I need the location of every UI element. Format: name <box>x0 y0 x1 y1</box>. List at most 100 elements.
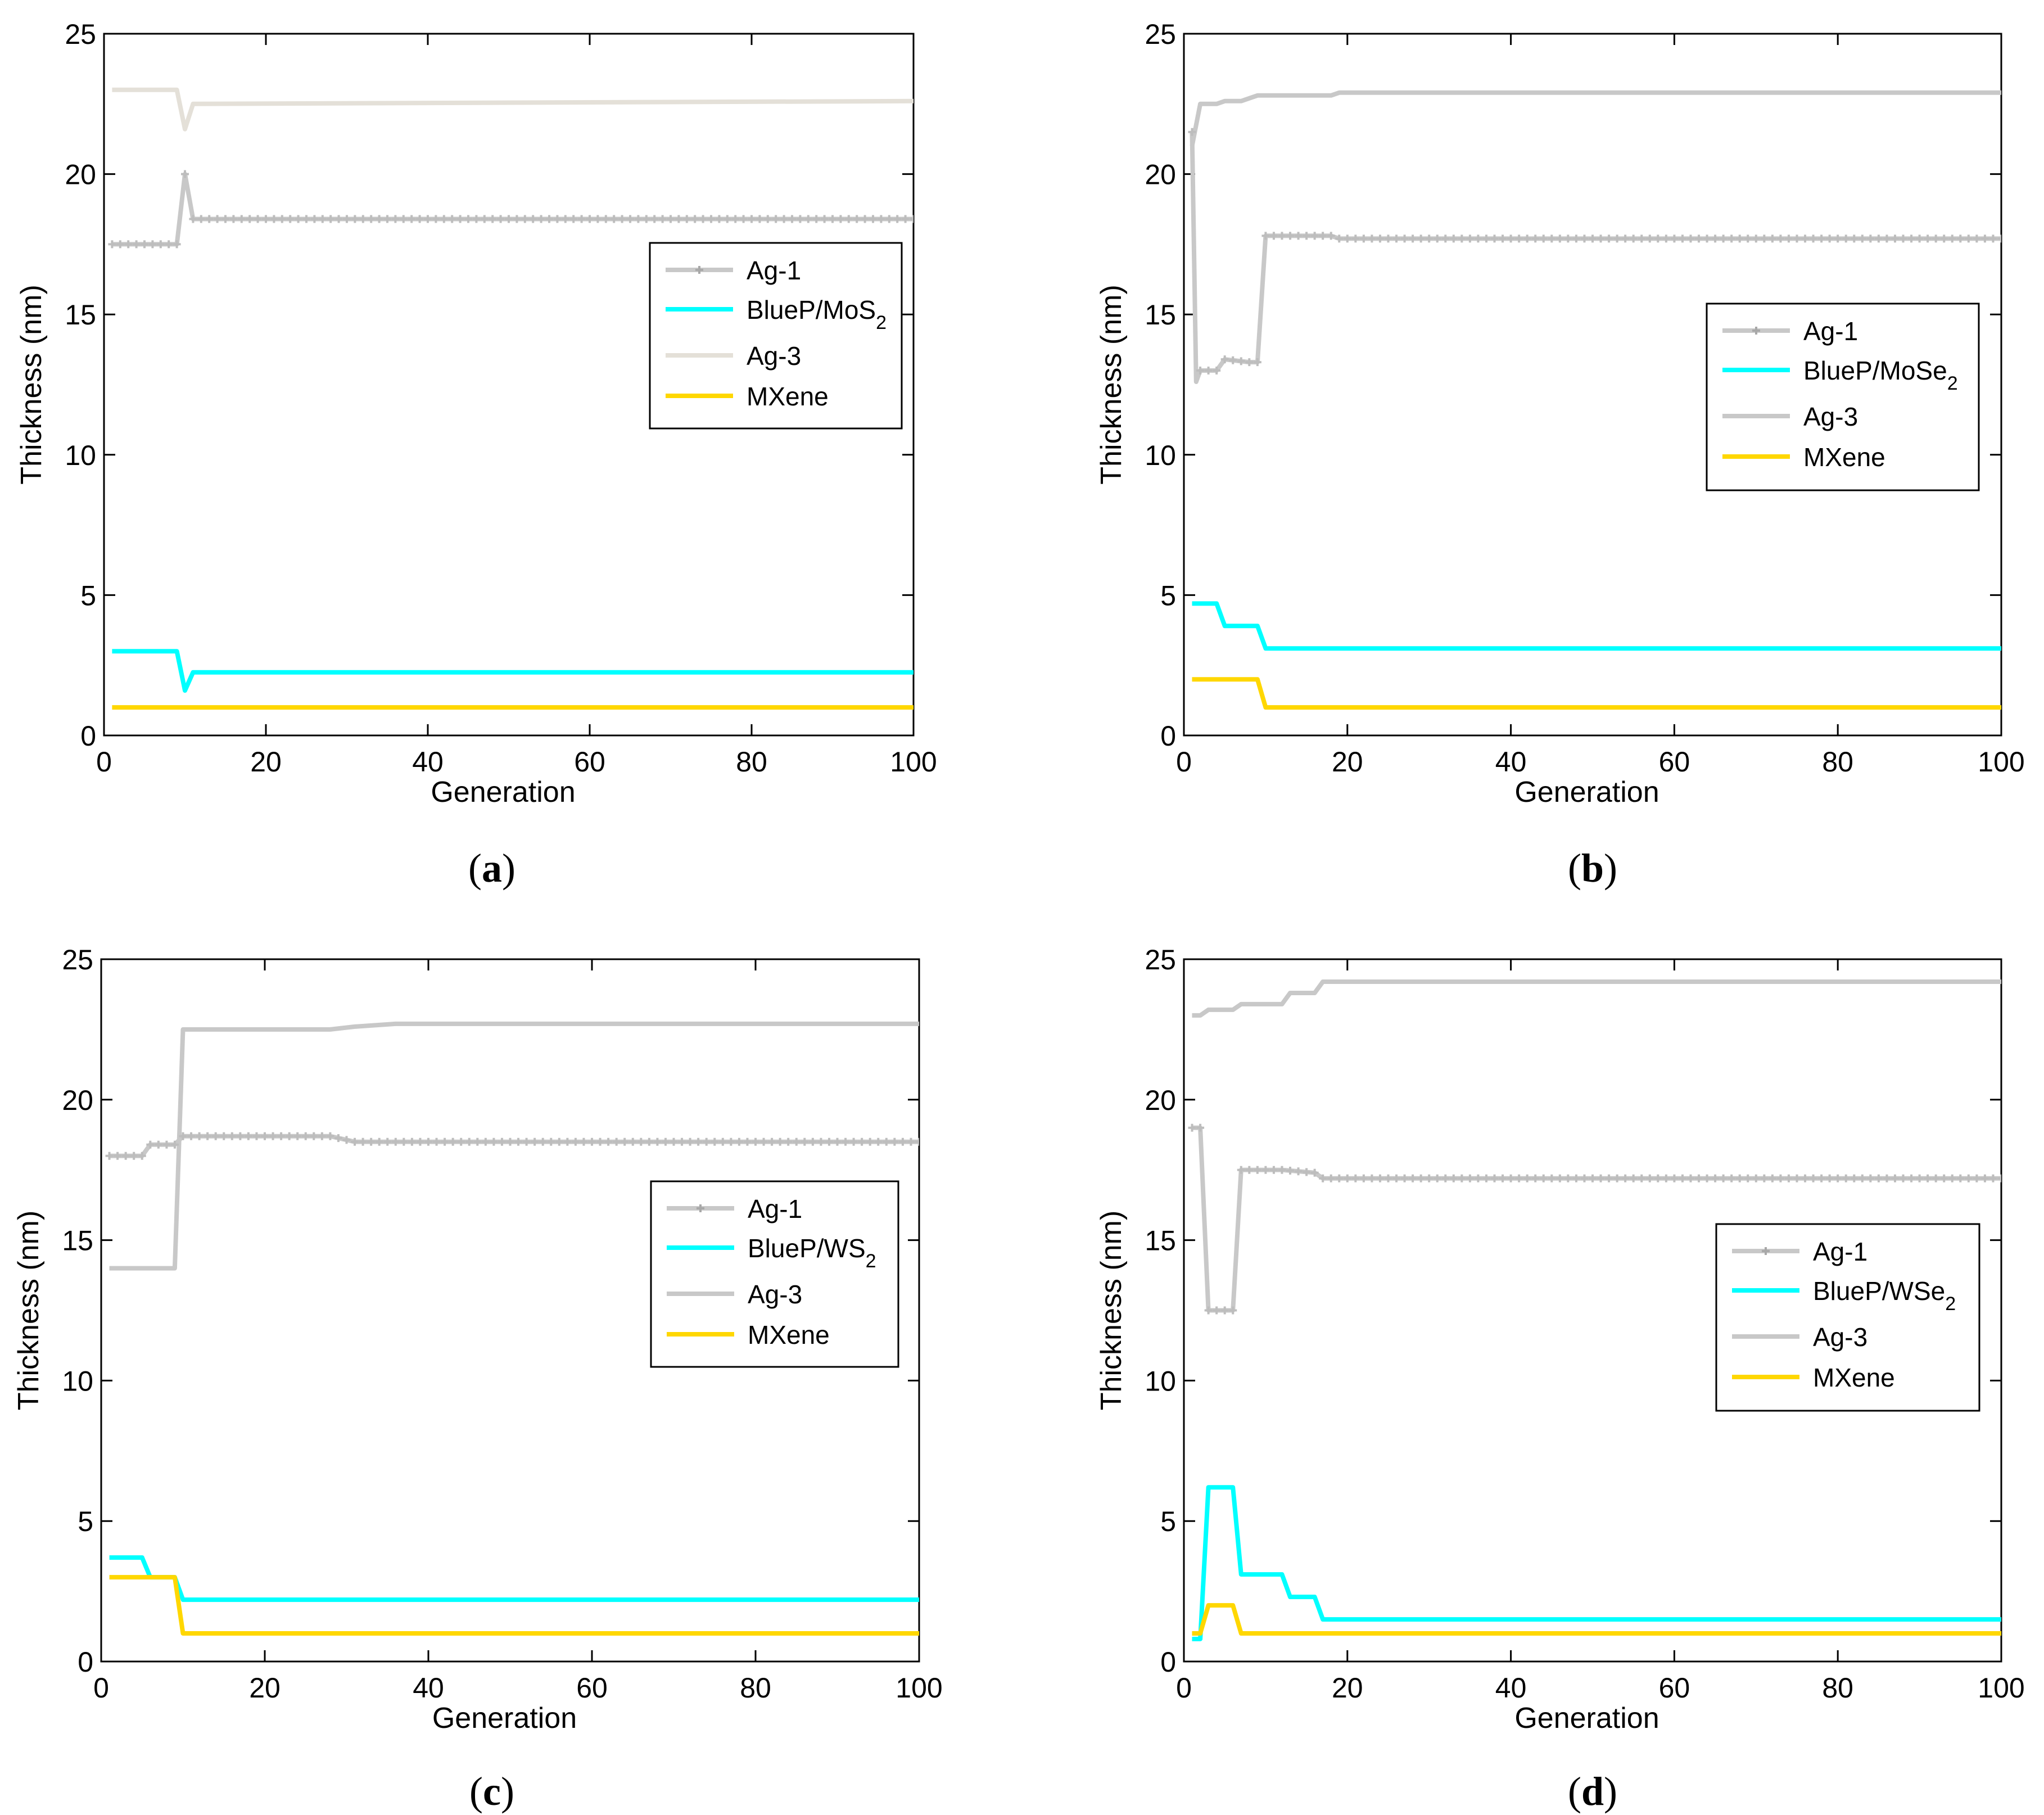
ag1-marker <box>1850 1174 1858 1182</box>
ag1-marker <box>1359 234 1368 243</box>
panel-d: 0 20 40 60 80 100 0 5 10 15 20 25 Generation Thicknes… <box>1095 944 2025 1814</box>
series-line-ag-3 <box>109 1021 919 1271</box>
ag1-marker <box>480 215 489 223</box>
ag1-marker <box>310 215 319 223</box>
ag1-marker <box>441 1137 449 1146</box>
ag1-marker <box>555 1137 563 1146</box>
ag1-marker <box>1245 1166 1254 1174</box>
ag1-marker <box>1605 1174 1613 1182</box>
ag1-marker <box>449 1137 457 1146</box>
ag1-marker <box>1866 1174 1875 1182</box>
ag1-marker <box>621 1137 629 1146</box>
x-tick-label: 100 <box>890 746 937 778</box>
ag1-marker <box>301 1132 310 1140</box>
ag1-marker <box>675 215 683 223</box>
ag1-marker <box>1874 1174 1883 1182</box>
ag1-marker <box>531 1137 539 1146</box>
ag1-marker <box>481 1137 490 1146</box>
ag1-marker <box>1686 1174 1695 1182</box>
ag1-marker <box>1948 1174 1956 1182</box>
legend-label: MXene <box>748 1320 830 1349</box>
ag1-marker <box>561 215 569 223</box>
ag1-marker <box>1466 1174 1474 1182</box>
ag1-marker <box>506 1137 514 1146</box>
ag1-marker <box>910 215 914 223</box>
ag1-marker <box>1711 1174 1720 1182</box>
ag1-marker <box>1253 358 1261 367</box>
ag1-marker <box>261 1132 269 1140</box>
ag1-marker <box>1964 234 1973 243</box>
ag1-marker <box>1204 1306 1213 1315</box>
legend-label: Ag-1 <box>1813 1237 1867 1266</box>
ag1-marker <box>1564 234 1572 243</box>
ag1-marker <box>1891 1174 1899 1182</box>
ag1-marker <box>1621 1174 1630 1182</box>
ag1-marker <box>1973 1174 1981 1182</box>
x-tick-label: 60 <box>1659 1672 1690 1704</box>
legend-label: MXene <box>747 382 829 411</box>
ag1-marker <box>1433 1174 1441 1182</box>
ag1-marker <box>612 1137 621 1146</box>
ag1-marker <box>1220 1306 1229 1315</box>
ag1-marker <box>1335 1174 1344 1182</box>
legend-box <box>1706 302 1980 491</box>
ag1-marker <box>752 1137 759 1146</box>
x-tick-label: 80 <box>1822 746 1853 778</box>
ag1-marker <box>1834 1174 1842 1182</box>
ag1-marker <box>849 1137 858 1146</box>
ag1-marker <box>514 1137 523 1146</box>
legend-label: Ag-3 <box>748 1280 802 1309</box>
ag1-marker <box>351 215 359 223</box>
ag1-marker <box>825 1137 833 1146</box>
ag1-marker <box>285 1132 293 1140</box>
ag1-marker <box>763 215 772 223</box>
series-line-mxene <box>1192 1603 2001 1636</box>
ag1-marker <box>748 215 756 223</box>
legend-label: Ag-3 <box>747 341 801 371</box>
ag1-marker <box>1973 234 1981 243</box>
series-group <box>1188 90 2001 710</box>
ag1-marker <box>1507 1174 1515 1182</box>
ag1-marker <box>228 1132 236 1140</box>
ag1-marker <box>653 1137 662 1146</box>
ag1-marker <box>1980 234 1989 243</box>
ag1-marker <box>1956 234 1965 243</box>
ag1-marker <box>505 215 513 223</box>
ag1-marker <box>1997 1174 2001 1182</box>
ag1-marker <box>1286 1166 1295 1175</box>
legend-label: Ag-1 <box>1803 317 1858 346</box>
x-tick-label: 40 <box>412 746 444 778</box>
ag1-marker <box>1564 1174 1572 1182</box>
ag1-marker <box>1629 1174 1638 1182</box>
ag1-marker <box>1409 1174 1417 1182</box>
ag1-marker <box>1776 234 1785 243</box>
ag1-marker <box>1425 1174 1433 1182</box>
panel-caption: (b) <box>1568 846 1617 891</box>
ag1-marker <box>195 1132 204 1140</box>
ag1-marker <box>780 215 788 223</box>
ag1-marker <box>1989 1174 1997 1182</box>
x-tick-label: 40 <box>413 1672 444 1704</box>
x-tick-label: 20 <box>1332 1672 1363 1704</box>
ag1-marker <box>1891 234 1899 243</box>
ag1-marker <box>1589 1174 1597 1182</box>
ag1-marker <box>1368 234 1376 243</box>
ag1-marker <box>424 1137 432 1146</box>
ag1-marker <box>1449 234 1458 243</box>
y-tick-label: 0 <box>1160 720 1176 752</box>
ag1-marker <box>1932 1174 1940 1182</box>
y-tick-label: 20 <box>62 1085 93 1116</box>
ag1-marker <box>1662 234 1670 243</box>
ag1-marker <box>1188 1123 1196 1132</box>
ag1-marker <box>189 215 197 223</box>
ag1-marker <box>327 215 335 223</box>
y-axis-label: Thickness (nm) <box>1095 285 1128 484</box>
ag1-marker <box>1940 1174 1948 1182</box>
ag1-marker <box>882 1137 890 1146</box>
ag1-marker <box>1980 1174 1989 1182</box>
ag1-marker <box>801 1137 809 1146</box>
ag1-marker <box>586 215 594 223</box>
ag1-marker <box>1237 357 1245 365</box>
ag1-marker <box>1531 1174 1540 1182</box>
